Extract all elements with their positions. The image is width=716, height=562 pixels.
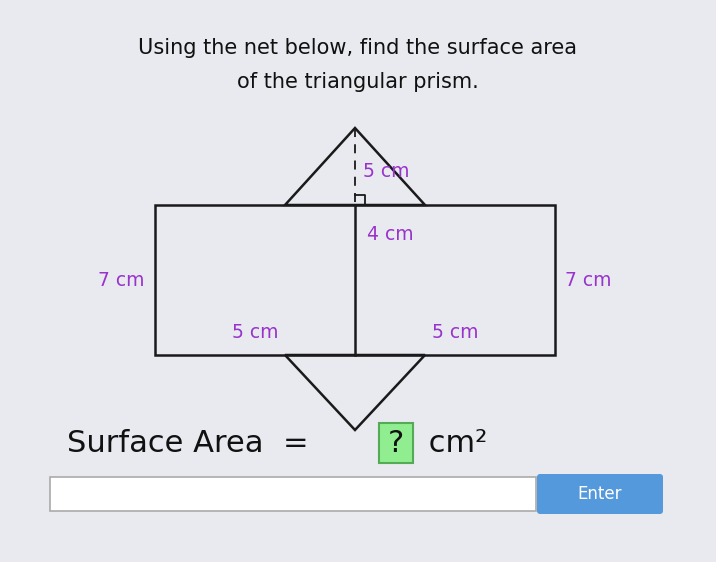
Text: 7 cm: 7 cm — [99, 270, 145, 289]
FancyBboxPatch shape — [537, 474, 663, 514]
Text: Surface Area  =: Surface Area = — [67, 428, 328, 457]
Text: ?: ? — [388, 428, 404, 457]
Text: 5 cm: 5 cm — [363, 162, 410, 181]
Text: 5 cm: 5 cm — [232, 324, 279, 342]
FancyBboxPatch shape — [379, 423, 413, 463]
Text: Using the net below, find the surface area: Using the net below, find the surface ar… — [138, 38, 578, 58]
Text: Enter: Enter — [578, 485, 622, 503]
FancyBboxPatch shape — [50, 477, 536, 511]
Text: cm²: cm² — [419, 428, 488, 457]
Text: 5 cm: 5 cm — [432, 324, 478, 342]
Text: 7 cm: 7 cm — [565, 270, 611, 289]
Text: 4 cm: 4 cm — [367, 225, 414, 244]
Text: of the triangular prism.: of the triangular prism. — [237, 72, 479, 92]
